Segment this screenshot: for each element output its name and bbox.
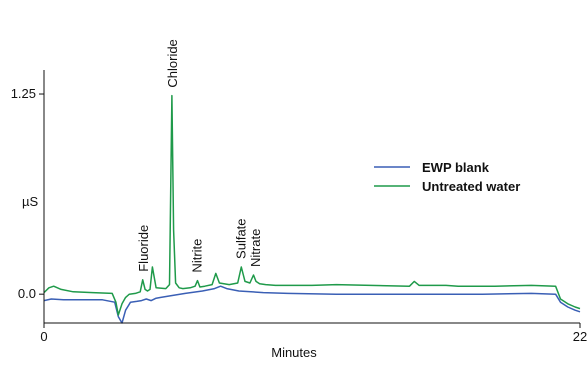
legend-label-ewp-blank: EWP blank xyxy=(422,160,490,175)
series-line-ewp-blank xyxy=(43,285,581,324)
peak-label-chloride: Chloride xyxy=(165,39,180,87)
series-line-untreated-water xyxy=(43,94,581,316)
axis-ticks: 1.25 0.0 0 22 xyxy=(11,86,588,344)
plot-lines xyxy=(43,94,581,324)
peak-label-nitrate: Nitrate xyxy=(248,229,263,267)
x-axis-title: Minutes xyxy=(271,345,317,360)
legend: EWP blank Untreated water xyxy=(374,160,520,194)
y-tick-label: 1.25 xyxy=(11,86,36,101)
y-axis-title: µS xyxy=(22,194,38,209)
peak-labels: Fluoride Chloride Nitrite Sulfate Nitrate xyxy=(136,39,263,272)
legend-label-untreated-water: Untreated water xyxy=(422,179,520,194)
peak-label-sulfate: Sulfate xyxy=(233,218,248,258)
x-tick-label: 22 xyxy=(573,329,587,344)
x-tick-label: 0 xyxy=(40,329,47,344)
peak-label-nitrite: Nitrite xyxy=(189,239,204,273)
y-tick-label: 0.0 xyxy=(18,286,36,301)
peak-label-fluoride: Fluoride xyxy=(136,225,151,272)
